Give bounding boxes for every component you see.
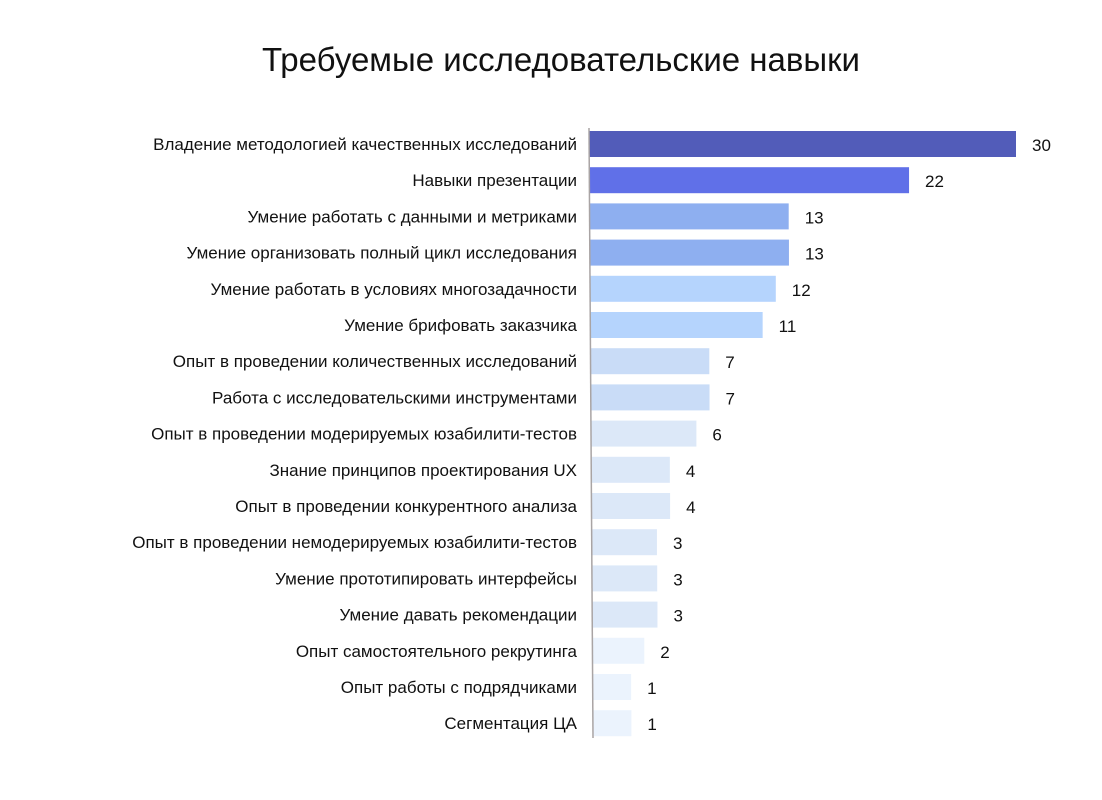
bar [592, 565, 658, 592]
value-label: 12 [792, 281, 811, 300]
category-label: Опыт в проведении немодерируемых юзабили… [132, 533, 577, 552]
category-label: Умение организовать полный цикл исследов… [187, 244, 577, 263]
value-label: 3 [673, 607, 682, 626]
category-label: Опыт в проведении конкурентного анализа [235, 497, 577, 516]
bar [590, 348, 710, 375]
bar [592, 674, 632, 700]
bar [589, 203, 789, 230]
value-label: 13 [805, 245, 824, 264]
category-label: Навыки презентации [412, 171, 577, 190]
bar [589, 131, 1016, 157]
value-label: 1 [647, 679, 656, 698]
value-label: 2 [660, 643, 669, 662]
bar [589, 239, 789, 266]
chart-title: Требуемые исследовательские навыки [262, 41, 860, 78]
bar [592, 601, 658, 628]
value-label: 4 [686, 462, 695, 481]
category-label: Опыт в проведении модерируемых юзабилити… [151, 425, 577, 444]
value-label: 6 [712, 426, 721, 445]
value-label: 7 [726, 389, 735, 408]
category-label: Умение работать в условиях многозадачнос… [211, 280, 577, 299]
bar [591, 456, 670, 483]
category-label: Работа с исследовательскими инструментам… [212, 388, 577, 407]
bar [590, 384, 710, 411]
category-label: Умение работать с данными и метриками [248, 207, 578, 226]
category-label: Опыт в проведении количественных исследо… [173, 352, 577, 371]
value-label: 3 [673, 570, 682, 589]
bar [593, 710, 632, 737]
bar [592, 637, 645, 664]
value-label: 22 [925, 172, 944, 191]
value-label: 11 [779, 317, 797, 336]
category-label: Умение прототипировать интерфейсы [275, 569, 577, 588]
value-label: 30 [1032, 136, 1051, 155]
bar [591, 493, 671, 519]
bar [591, 529, 657, 556]
bar [590, 312, 763, 338]
bar [589, 167, 910, 194]
category-label: Умение брифовать заказчика [344, 316, 577, 335]
category-label: Знание принципов проектирования UX [270, 461, 577, 480]
value-label: 4 [686, 498, 695, 517]
category-label: Владение методологией качественных иссле… [153, 135, 577, 154]
category-label: Опыт самостоятельного рекрутинга [296, 642, 578, 661]
category-label: Сегментация ЦА [444, 714, 577, 733]
value-label: 13 [805, 208, 824, 227]
value-label: 7 [725, 353, 734, 372]
y-axis-line [588, 127, 594, 739]
bar [590, 275, 776, 302]
category-label: Умение давать рекомендации [339, 606, 577, 625]
value-label: 3 [673, 534, 682, 553]
category-label: Опыт работы с подрядчиками [341, 678, 577, 697]
bar [591, 420, 697, 447]
value-label: 1 [647, 715, 656, 734]
